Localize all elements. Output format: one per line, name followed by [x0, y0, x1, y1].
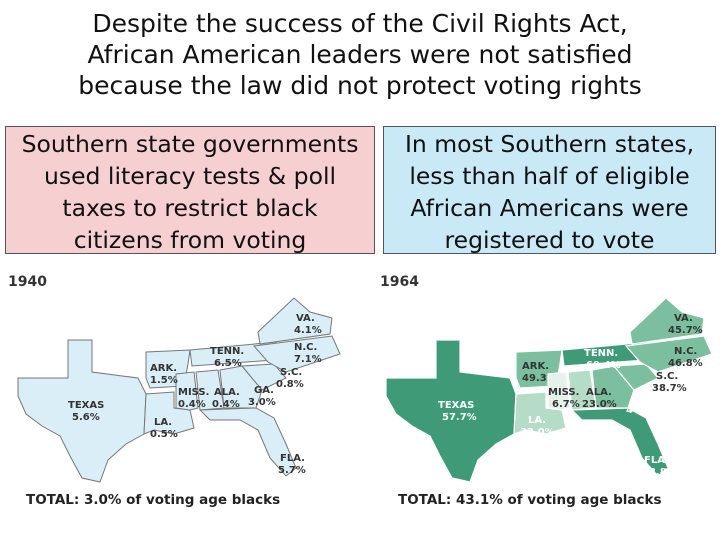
value-texas-1964: 57.7%: [442, 412, 477, 423]
label-tenn-1940: TENN.: [210, 346, 244, 357]
total-1964: TOTAL: 43.1% of voting age blacks: [398, 492, 662, 508]
label-fla-1940: FLA.: [280, 453, 305, 464]
box-line: registered to vote: [444, 226, 655, 254]
box-line: Southern state governments: [21, 130, 359, 158]
value-tenn-1964: 69.4%: [586, 360, 621, 371]
value-texas-1940: 5.6%: [72, 412, 100, 423]
value-va-1940: 4.1%: [294, 325, 322, 336]
box-line: taxes to restrict black: [62, 194, 318, 222]
state-virginia: [257, 297, 333, 345]
title-line-1: Despite the success of the Civil Rights …: [92, 9, 628, 38]
map-1940-panel: 1940 VA. 4.1% N.C. 7.1% TENN. 6.5% ARK. …: [4, 268, 348, 518]
map-1964-labels: VA. 45.7% N.C. 46.8% TENN. 69.4% ARK. 49…: [438, 313, 703, 478]
label-sc-1940: S.C.: [280, 367, 302, 378]
state-north-carolina: [624, 335, 713, 373]
box-line: citizens from voting: [73, 226, 307, 254]
total-1940: TOTAL: 3.0% of voting age blacks: [26, 492, 281, 508]
value-sc-1940: 0.8%: [276, 379, 304, 390]
label-texas-1940: TEXAS: [68, 400, 104, 411]
value-ark-1964: 49.3: [522, 373, 547, 384]
state-louisiana: [143, 391, 195, 435]
value-la-1940: 0.5%: [150, 429, 178, 440]
map-1964: [385, 297, 713, 483]
state-mississippi: [175, 371, 199, 411]
label-sc-1964: S.C.: [656, 371, 678, 382]
label-ala-1964: ALA.: [586, 387, 612, 398]
label-nc-1940: N.C.: [294, 342, 317, 353]
state-louisiana: [513, 391, 567, 435]
literacy-test-box: Southern state governments used literacy…: [5, 126, 375, 254]
year-label-1964: 1964: [380, 274, 419, 290]
label-la-1940: LA.: [154, 417, 172, 428]
value-miss-1964: 6.7%: [552, 399, 580, 410]
label-la-1964: LA.: [528, 415, 546, 426]
state-north-carolina: [253, 335, 341, 373]
state-georgia: [591, 365, 635, 409]
year-label-1940: 1940: [8, 274, 47, 290]
label-ark-1940: ARK.: [150, 363, 177, 374]
label-va-1964: VA.: [674, 313, 693, 324]
label-tenn-1964: TENN.: [584, 348, 618, 359]
state-virginia: [629, 297, 705, 345]
slide-title: Despite the success of the Civil Rights …: [0, 8, 720, 101]
value-ark-1940: 1.5%: [150, 375, 178, 386]
label-ark-1964: ARK.: [522, 361, 549, 372]
value-tenn-1940: 6.5%: [214, 358, 242, 369]
label-va-1940: VA.: [296, 313, 315, 324]
value-ala-1964: 23.0%: [582, 399, 617, 410]
state-mississippi: [547, 371, 571, 411]
state-georgia: [219, 365, 263, 409]
registration-box: In most Southern states, less than half …: [383, 126, 716, 254]
value-fla-1964: 63.8%: [642, 467, 677, 478]
value-nc-1940: 7.1%: [294, 354, 322, 365]
value-ala-1940: 0.4%: [212, 399, 240, 410]
state-south-carolina: [612, 363, 659, 391]
value-la-1964: 32.0%: [520, 427, 555, 438]
label-ga-1964: GA.: [632, 393, 652, 404]
value-ga-1964: 44.0%: [626, 405, 661, 416]
state-florida: [198, 407, 297, 477]
label-ga-1940: GA.: [254, 385, 274, 396]
label-ala-1940: ALA.: [214, 387, 240, 398]
value-va-1964: 45.7%: [668, 325, 703, 336]
box-line: In most Southern states,: [404, 130, 695, 158]
label-miss-1940: MISS.: [178, 387, 209, 398]
state-florida: [570, 407, 669, 477]
state-texas: [17, 339, 147, 483]
state-south-carolina: [240, 363, 287, 391]
title-line-3: because the law did not protect voting r…: [78, 71, 642, 100]
box-line: African Americans were: [410, 194, 689, 222]
label-miss-1964: MISS.: [548, 387, 579, 398]
box-line: less than half of eligible: [409, 162, 690, 190]
value-ga-1940: 3.0%: [248, 397, 276, 408]
label-nc-1964: N.C.: [674, 346, 697, 357]
value-fla-1940: 5.7%: [278, 465, 306, 476]
value-nc-1964: 46.8%: [668, 358, 703, 369]
label-texas-1964: TEXAS: [438, 400, 474, 411]
state-texas: [385, 339, 517, 483]
value-sc-1964: 38.7%: [652, 383, 687, 394]
value-miss-1940: 0.4%: [178, 399, 206, 410]
box-line: used literacy tests & poll: [43, 162, 337, 190]
label-fla-1964: FLA.: [644, 455, 669, 466]
map-1940-labels: VA. 4.1% N.C. 7.1% TENN. 6.5% ARK. 1.5% …: [68, 313, 322, 476]
map-1940: [17, 297, 341, 483]
map-1964-panel: 1964 VA. 45.7% N.C. 46.8% TENN. 69.4% AR…: [376, 268, 720, 518]
title-line-2: African American leaders were not satisf…: [87, 40, 633, 69]
